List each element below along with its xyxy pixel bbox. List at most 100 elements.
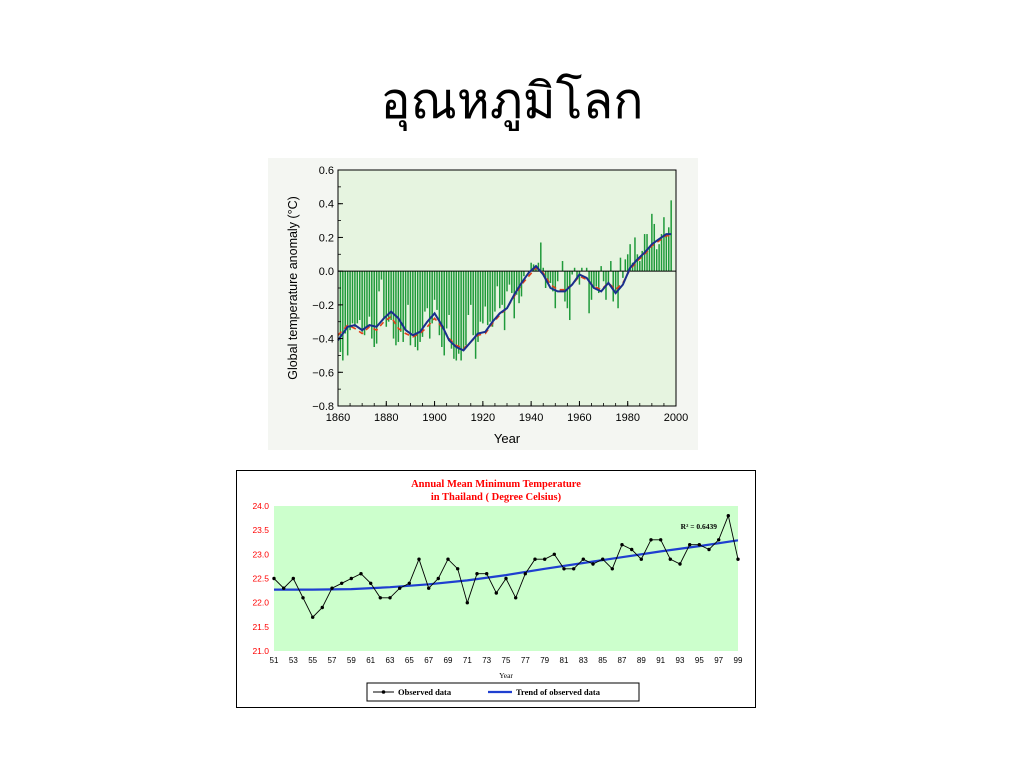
y-tick-label: −0.6 (312, 367, 334, 379)
anomaly-bar (428, 271, 431, 339)
x-tick-label: 81 (560, 656, 569, 665)
x-tick-label: 87 (618, 656, 627, 665)
anomaly-bar (569, 271, 571, 321)
anomaly-bar (670, 200, 672, 272)
anomaly-bar (419, 271, 421, 342)
anomaly-bar (414, 271, 417, 347)
x-tick-label: 1980 (615, 412, 639, 424)
x-axis-ticks: 1860 1880 1900 1920 1940 1960 1980 2000 (326, 401, 688, 424)
anomaly-bar (404, 271, 407, 331)
anomaly-bar (453, 271, 455, 359)
anomaly-bar (636, 254, 639, 272)
anomaly-bar (593, 271, 595, 288)
x-tick-label: 77 (521, 656, 530, 665)
observed-point (649, 538, 653, 542)
anomaly-bar (484, 271, 487, 307)
anomaly-bar (588, 271, 590, 314)
anomaly-bar (416, 271, 419, 351)
x-tick-label: 67 (424, 656, 433, 665)
anomaly-bar (655, 249, 658, 272)
x-tick-label: 93 (676, 656, 685, 665)
anomaly-bar (612, 271, 614, 302)
anomaly-bar (597, 271, 600, 294)
anomaly-bar (549, 271, 552, 283)
anomaly-bar (573, 267, 576, 272)
x-tick-label: 1940 (519, 412, 543, 424)
anomaly-bar (380, 271, 383, 280)
x-tick-label: 69 (444, 656, 453, 665)
anomaly-bar (441, 271, 443, 347)
observed-point (427, 586, 431, 590)
anomaly-bar (556, 271, 559, 282)
observed-point (610, 567, 614, 571)
x-tick-label: 79 (540, 656, 549, 665)
x-axis-ticks: 51 53 55 57 59 61 63 65 67 69 71 73 75 77 79 81 83 85 87 89… (270, 656, 743, 665)
anomaly-bar (639, 261, 641, 272)
x-tick-label: 97 (714, 656, 723, 665)
x-tick-label: 71 (463, 656, 472, 665)
observed-point (552, 552, 556, 556)
x-tick-label: 99 (734, 656, 743, 665)
x-tick-label: 2000 (664, 412, 688, 424)
observed-point (630, 547, 634, 552)
anomaly-bar (477, 271, 479, 342)
anomaly-bar (648, 247, 651, 272)
x-tick-label: 55 (308, 656, 317, 665)
anomaly-bar (501, 271, 503, 305)
anomaly-bar (397, 271, 400, 342)
anomaly-bar (537, 262, 540, 272)
x-tick-label: 51 (270, 656, 279, 665)
anomaly-bar (390, 271, 392, 321)
anomaly-bar (482, 271, 484, 324)
x-tick-label: 83 (579, 656, 588, 665)
observed-point (407, 581, 411, 585)
smoothed-trend-line (337, 233, 672, 352)
anomaly-bar (585, 267, 588, 272)
x-tick-label: 63 (386, 656, 395, 665)
legend-observed-marker (381, 690, 386, 694)
anomaly-bar (578, 271, 581, 285)
anomaly-bar (438, 271, 441, 336)
anomaly-bar (607, 271, 610, 285)
observed-point (456, 567, 460, 571)
observed-point (330, 586, 334, 590)
y-tick-label: −0.8 (312, 401, 334, 413)
anomaly-bar (421, 271, 424, 337)
observed-point (320, 605, 324, 610)
slide-title: อุณหภูมิโลก (380, 72, 644, 130)
observed-point (601, 557, 605, 561)
anomaly-bar (540, 242, 542, 272)
anomaly-bar (443, 271, 445, 356)
r-squared-annotation: R² = 0.6439 (681, 522, 718, 531)
anomaly-bar (462, 271, 465, 351)
anomaly-bar (426, 271, 429, 309)
y-tick-label: 23.0 (252, 549, 269, 559)
observed-point (388, 596, 392, 600)
legend: Observed data Trend of observed data (366, 682, 640, 702)
observed-point (272, 576, 276, 581)
anomaly-bar (494, 271, 496, 312)
observed-point (707, 547, 711, 552)
x-tick-label: 57 (328, 656, 337, 665)
anomaly-bar (465, 271, 467, 346)
y-tick-label: −0.2 (312, 300, 334, 312)
anomaly-bar (436, 271, 438, 310)
anomaly-bar (508, 271, 511, 285)
x-tick-label: 1880 (374, 412, 398, 424)
y-tick-label: 0.2 (319, 232, 334, 244)
anomaly-bar (383, 271, 385, 319)
observed-point (639, 557, 643, 561)
anomaly-bar (358, 271, 361, 321)
anomaly-bar (602, 271, 605, 282)
anomaly-bar (499, 271, 501, 309)
anomaly-bar (660, 234, 663, 272)
anomaly-bar (409, 271, 412, 346)
anomaly-bar (641, 250, 643, 272)
anomaly-bar (472, 271, 474, 336)
y-axis-label: Global temperature anomaly (°C) (286, 196, 300, 380)
anomaly-bar (486, 271, 489, 326)
anomaly-bar (342, 271, 344, 361)
y-tick-label: 22.5 (252, 574, 269, 584)
x-tick-label: 75 (502, 656, 511, 665)
global-temperature-chart: 0.6 0.4 0.2 0.0 −0.2 −0.4 −0.6 −0.8 1860 1880 190… (268, 158, 698, 450)
